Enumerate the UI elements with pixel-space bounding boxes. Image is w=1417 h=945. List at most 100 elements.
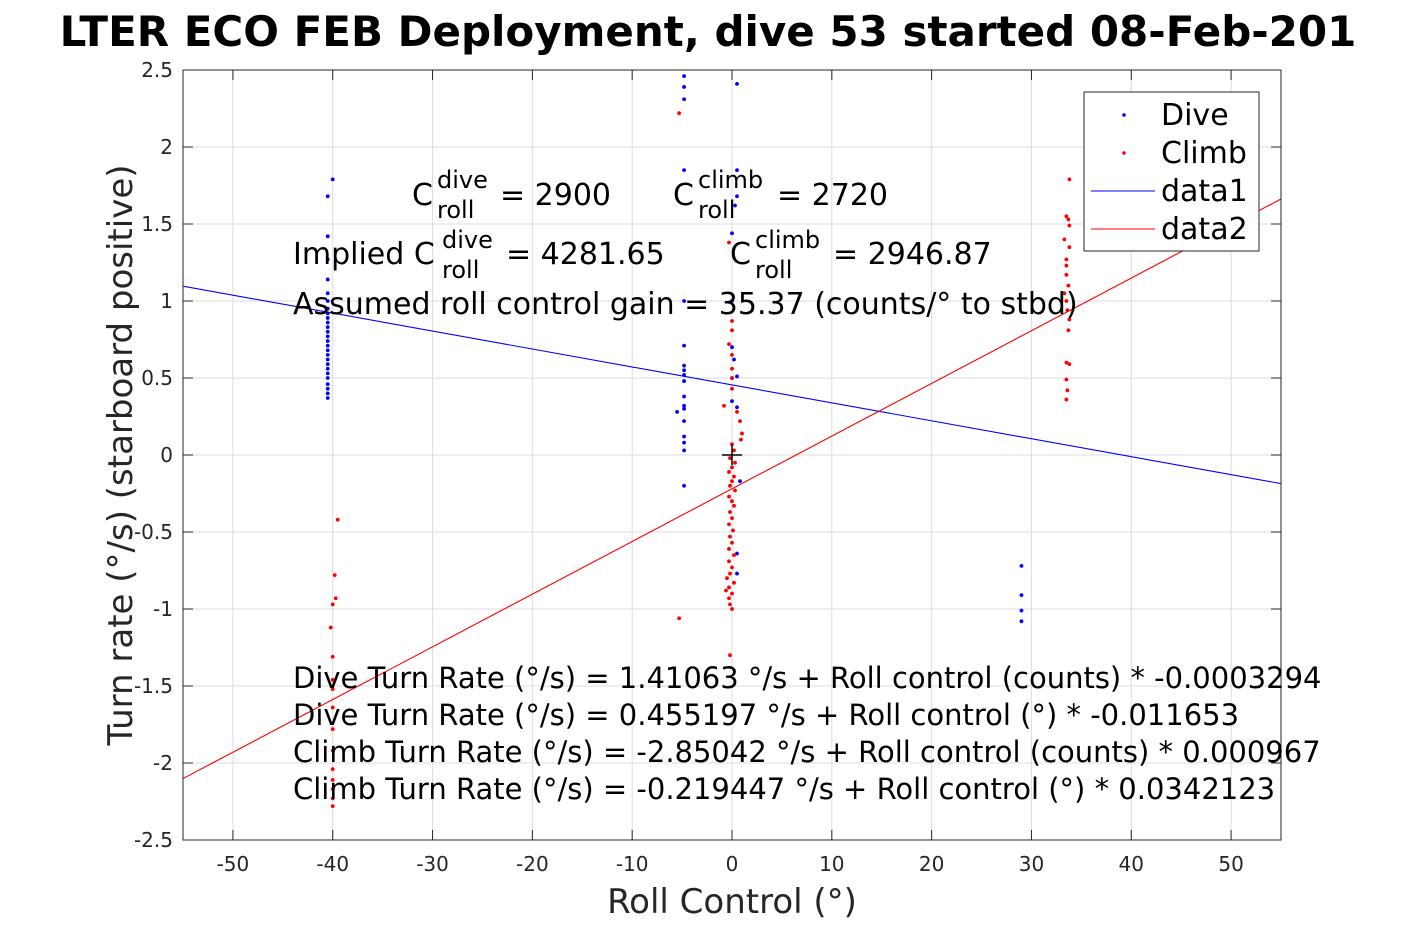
climb-point [730,442,734,447]
y-tick-label: -2.5 [134,828,173,852]
climb-point [1067,317,1072,322]
dive-point [325,277,330,282]
climb-point [1064,299,1069,303]
dive-point [325,334,330,339]
climb-point [728,483,732,488]
climb-point [1064,397,1069,402]
equation-climb-counts: Climb Turn Rate (°/s) = -2.85042 °/s + R… [293,735,1321,769]
legend-box [1083,91,1260,252]
dive-point [325,329,330,334]
climb-point [728,602,732,607]
climb-point [1066,283,1071,288]
climb-point [1067,362,1072,367]
climb-point [732,474,736,479]
dive-point [735,571,739,576]
climb-point [727,559,731,564]
climb-series [328,111,1072,809]
dive-point [330,177,335,182]
x-axis-ticks: -50 -40 -30 -20 -10 0 10 20 30 40 50 [217,70,1244,876]
climb-point [330,767,335,772]
dive-point [325,311,330,316]
x-tick-label: 10 [819,852,844,876]
dive-point [682,394,686,399]
climb-point [330,705,335,710]
x-tick-label: 0 [726,852,739,876]
climb-point [730,607,734,611]
y-tick-label: 0 [160,443,173,467]
dive-point [682,97,686,102]
climb-point [727,494,731,499]
dive-point [730,345,734,350]
climb-point [732,580,736,585]
x-tick-label: -10 [616,852,649,876]
climb-point [730,499,734,504]
dive-point [735,168,739,173]
climb-point [1066,217,1071,222]
dive-point [1019,593,1024,598]
y-tick-label: -0.5 [134,520,173,544]
climb-point [730,366,734,371]
climb-point [730,591,734,596]
climb-point [330,748,335,753]
dive-point [738,479,742,484]
dive-point [325,376,330,380]
x-tick-label: -30 [416,852,449,876]
climb-point [730,319,734,323]
dive-point [325,386,330,391]
dive-point [682,379,686,383]
climb-point [330,654,335,659]
dive-point [682,483,686,488]
fit-line-data2 [183,198,1281,780]
climb-point [740,431,744,436]
x-tick-label: 30 [1019,852,1044,876]
legend-label-climb: Climb [1161,136,1247,171]
y-tick-label: -2 [153,751,173,775]
climb-point [730,328,734,333]
y-tick-label: 2.5 [141,58,173,82]
climb-point [728,456,732,460]
fit-lines [183,198,1281,780]
climb-point [730,465,734,470]
dive-point [325,316,330,320]
dive-point [735,551,739,556]
climb-point [330,778,335,782]
climb-point [728,571,732,576]
climb-point [727,470,731,474]
climb-point [727,596,731,601]
climb-point [1062,291,1067,296]
dive-point [682,368,686,373]
dive-point [1019,619,1024,624]
climb-point [730,376,734,380]
dive-point [730,231,734,236]
dive-point [730,299,734,303]
dive-point [325,306,330,311]
dive-point [735,81,739,86]
climb-point [333,596,338,601]
climb-point [1067,245,1072,250]
x-tick-label: -50 [217,852,250,876]
climb-point [727,585,731,590]
climb-point [1067,223,1072,228]
implied-c-roll-dive-annotation: Implied C dive roll = 4281.65 [293,221,665,286]
dive-point [325,366,330,371]
dive-point [730,399,734,403]
dive-point [325,348,330,353]
dive-point [325,339,330,343]
climb-point [730,565,734,570]
climb-point [330,804,335,809]
dive-point [325,299,330,303]
dive-point [325,396,330,400]
climb-point [722,403,726,408]
dive-point [682,403,686,408]
dive-point [325,371,330,376]
climb-point [727,240,731,245]
dive-point [735,374,739,379]
climb-point [725,576,729,581]
dive-point [682,343,686,348]
x-tick-label: 40 [1119,852,1144,876]
y-axis-label: Turn rate (°/s) (starboard positive) [101,164,141,746]
dive-point [325,291,330,296]
dive-point [325,382,330,387]
chart-title: LTER ECO FEB Deployment, dive 53 started… [60,7,1357,56]
